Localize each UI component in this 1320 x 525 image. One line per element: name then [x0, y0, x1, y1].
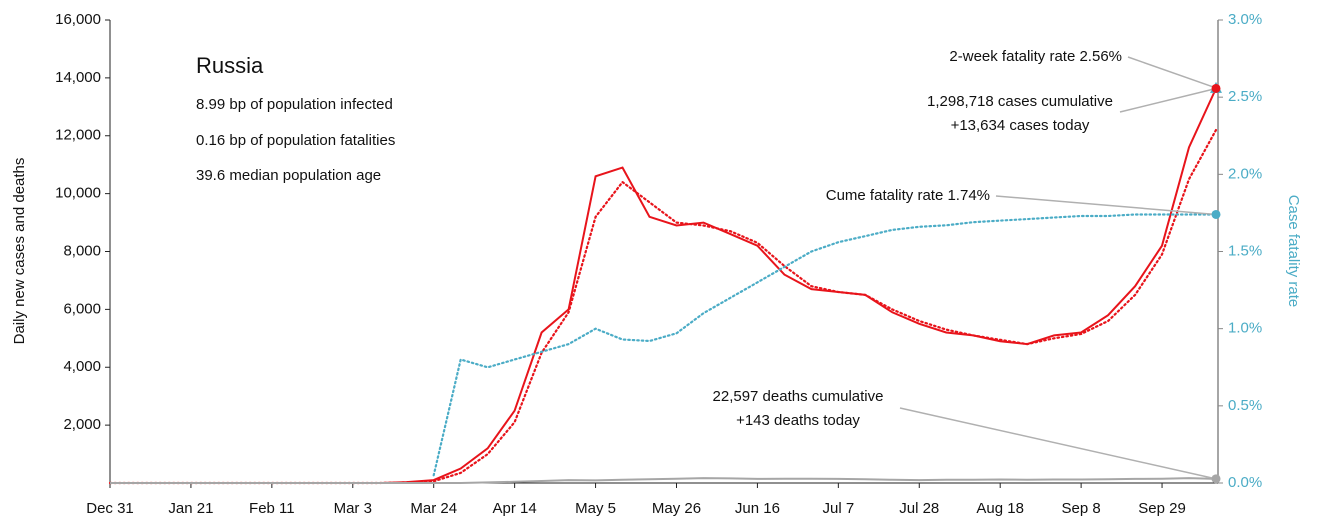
annotation-text: +143 deaths today — [736, 412, 860, 429]
annotation-text: Cume fatality rate 1.74% — [826, 187, 990, 204]
y-axis-label: Daily new cases and deaths — [11, 158, 28, 345]
y-tick-label: 10,000 — [55, 185, 101, 202]
series-line — [432, 213, 1218, 477]
leader-line — [1127, 56, 1217, 89]
series-line — [110, 477, 1217, 484]
leader-line — [1119, 87, 1217, 113]
y2-tick-label: 0.5% — [1228, 397, 1262, 414]
y-tick-label: 2,000 — [63, 416, 101, 433]
x-tick-label: Sep 29 — [1138, 500, 1186, 517]
x-tick-label: Mar 3 — [334, 500, 372, 517]
x-tick-label: Apr 14 — [493, 500, 537, 517]
info-line: 39.6 median population age — [196, 167, 381, 184]
x-tick-label: Mar 24 — [410, 500, 457, 517]
y2-axis-label: Case fatality rate — [1285, 195, 1302, 308]
x-tick-label: Feb 11 — [249, 500, 295, 517]
info-line: 0.16 bp of population fatalities — [196, 132, 395, 149]
y-tick-label: 14,000 — [55, 69, 101, 86]
annotation-text: 2-week fatality rate 2.56% — [949, 48, 1122, 65]
y2-tick-label: 3.0% — [1228, 11, 1262, 28]
y-tick-label: 12,000 — [55, 127, 101, 144]
x-tick-label: Dec 31 — [86, 500, 134, 517]
x-tick-label: Aug 18 — [976, 500, 1024, 517]
y2-tick-label: 0.0% — [1228, 474, 1262, 491]
y-tick-label: 4,000 — [63, 358, 101, 375]
y2-tick-label: 2.0% — [1228, 165, 1262, 182]
annotation-marker — [1211, 83, 1221, 93]
annotation-text: +13,634 cases today — [951, 117, 1090, 134]
leader-line — [899, 407, 1217, 480]
y-tick-label: 16,000 — [55, 11, 101, 28]
y2-tick-label: 2.5% — [1228, 88, 1262, 105]
y2-tick-label: 1.5% — [1228, 242, 1262, 259]
x-tick-label: Jan 21 — [168, 500, 213, 517]
x-tick-label: Jul 28 — [899, 500, 939, 517]
annotation-text: 1,298,718 cases cumulative — [927, 93, 1113, 110]
x-tick-label: Jul 7 — [822, 500, 854, 517]
y2-tick-label: 1.0% — [1228, 320, 1262, 337]
info-title: Russia — [196, 53, 264, 78]
y-tick-label: 6,000 — [63, 300, 101, 317]
x-tick-label: Sep 8 — [1062, 500, 1101, 517]
annotation-text: 22,597 deaths cumulative — [713, 388, 884, 405]
x-tick-label: May 26 — [652, 500, 701, 517]
info-line: 8.99 bp of population infected — [196, 96, 393, 113]
y-tick-label: 8,000 — [63, 242, 101, 259]
leader-line — [995, 195, 1217, 216]
x-tick-label: May 5 — [575, 500, 616, 517]
x-tick-label: Jun 16 — [735, 500, 780, 517]
annotation-marker — [1211, 474, 1221, 484]
annotation-marker — [1211, 209, 1221, 219]
